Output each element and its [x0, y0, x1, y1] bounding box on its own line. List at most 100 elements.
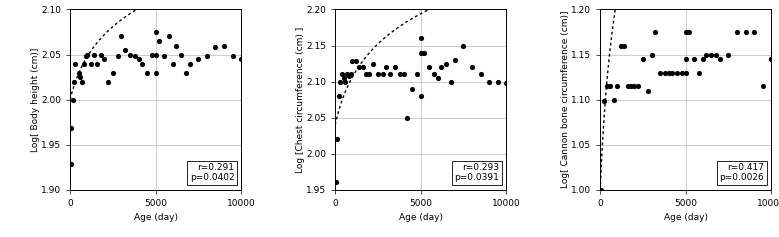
- Point: [400, 116, 413, 119]
- Point: [383, 73, 396, 76]
- Point: [449, 58, 461, 62]
- Point: [146, 53, 158, 56]
- Point: [150, 30, 162, 34]
- X-axis label: Age (day): Age (day): [134, 213, 178, 222]
- Point: [679, 57, 692, 61]
- Point: [118, 48, 131, 52]
- Point: [167, 62, 179, 65]
- Point: [645, 53, 657, 56]
- Point: [150, 53, 162, 56]
- Point: [333, 94, 345, 98]
- Point: [81, 53, 93, 56]
- Point: [377, 73, 390, 76]
- Point: [372, 73, 384, 76]
- Point: [88, 53, 100, 56]
- Point: [129, 55, 141, 58]
- Point: [739, 30, 752, 34]
- Y-axis label: Log [Chest circumference (cm) ]: Log [Chest circumference (cm) ]: [295, 26, 305, 173]
- Point: [367, 62, 379, 65]
- Point: [435, 65, 447, 69]
- Point: [731, 30, 743, 34]
- Point: [136, 62, 148, 65]
- Point: [605, 84, 617, 88]
- Point: [158, 55, 171, 58]
- Point: [201, 55, 213, 58]
- Point: [163, 35, 175, 38]
- Point: [153, 39, 165, 43]
- Point: [65, 163, 77, 166]
- Point: [625, 84, 637, 88]
- Point: [227, 55, 239, 58]
- Point: [595, 188, 608, 191]
- Point: [180, 71, 192, 74]
- Point: [628, 84, 640, 88]
- Point: [218, 44, 231, 47]
- Point: [380, 65, 393, 69]
- Point: [339, 80, 351, 83]
- Text: r=0.293
p=0.0391: r=0.293 p=0.0391: [454, 163, 499, 182]
- Point: [765, 57, 777, 61]
- X-axis label: Age (day): Age (day): [399, 213, 442, 222]
- Point: [671, 71, 683, 74]
- Point: [492, 80, 504, 83]
- Point: [235, 57, 248, 61]
- Point: [65, 127, 78, 130]
- Point: [622, 84, 634, 88]
- Text: r=0.291
p=0.0402: r=0.291 p=0.0402: [189, 163, 234, 182]
- Point: [618, 44, 630, 47]
- Point: [344, 73, 357, 76]
- Point: [336, 73, 348, 76]
- Point: [428, 73, 441, 76]
- Point: [69, 62, 82, 65]
- Point: [659, 71, 671, 74]
- Point: [84, 62, 97, 65]
- Point: [343, 74, 355, 78]
- Point: [756, 84, 769, 88]
- Point: [654, 71, 666, 74]
- Point: [132, 57, 145, 61]
- Point: [642, 89, 654, 92]
- Point: [341, 73, 354, 76]
- Point: [353, 65, 365, 69]
- Point: [184, 62, 196, 65]
- Point: [683, 30, 696, 34]
- Point: [74, 75, 86, 79]
- Point: [115, 35, 128, 38]
- Point: [418, 51, 430, 55]
- Point: [466, 65, 478, 69]
- Point: [440, 62, 453, 65]
- Point: [124, 53, 136, 56]
- Point: [95, 53, 108, 56]
- Point: [500, 81, 513, 85]
- Point: [356, 65, 368, 69]
- Point: [474, 73, 487, 76]
- Point: [710, 53, 723, 56]
- X-axis label: Age (day): Age (day): [664, 213, 707, 222]
- Point: [676, 71, 689, 74]
- Point: [636, 57, 649, 61]
- Point: [91, 62, 104, 65]
- Point: [337, 76, 350, 80]
- Point: [350, 59, 362, 63]
- Point: [666, 71, 679, 74]
- Point: [360, 73, 372, 76]
- Point: [411, 73, 424, 76]
- Point: [601, 84, 613, 88]
- Point: [615, 44, 627, 47]
- Point: [446, 80, 458, 83]
- Y-axis label: Log[ Cannon bone circumference (cm)]: Log[ Cannon bone circumference (cm)]: [561, 11, 569, 188]
- Point: [72, 71, 85, 74]
- Point: [414, 36, 427, 40]
- Point: [346, 59, 358, 63]
- Point: [330, 137, 343, 141]
- Point: [78, 62, 90, 65]
- Text: r=0.417
p=0.0026: r=0.417 p=0.0026: [720, 163, 764, 182]
- Point: [423, 65, 435, 69]
- Point: [597, 100, 610, 103]
- Point: [679, 30, 692, 34]
- Point: [722, 53, 735, 56]
- Point: [700, 53, 713, 56]
- Point: [748, 30, 760, 34]
- Point: [170, 44, 182, 47]
- Point: [334, 80, 347, 83]
